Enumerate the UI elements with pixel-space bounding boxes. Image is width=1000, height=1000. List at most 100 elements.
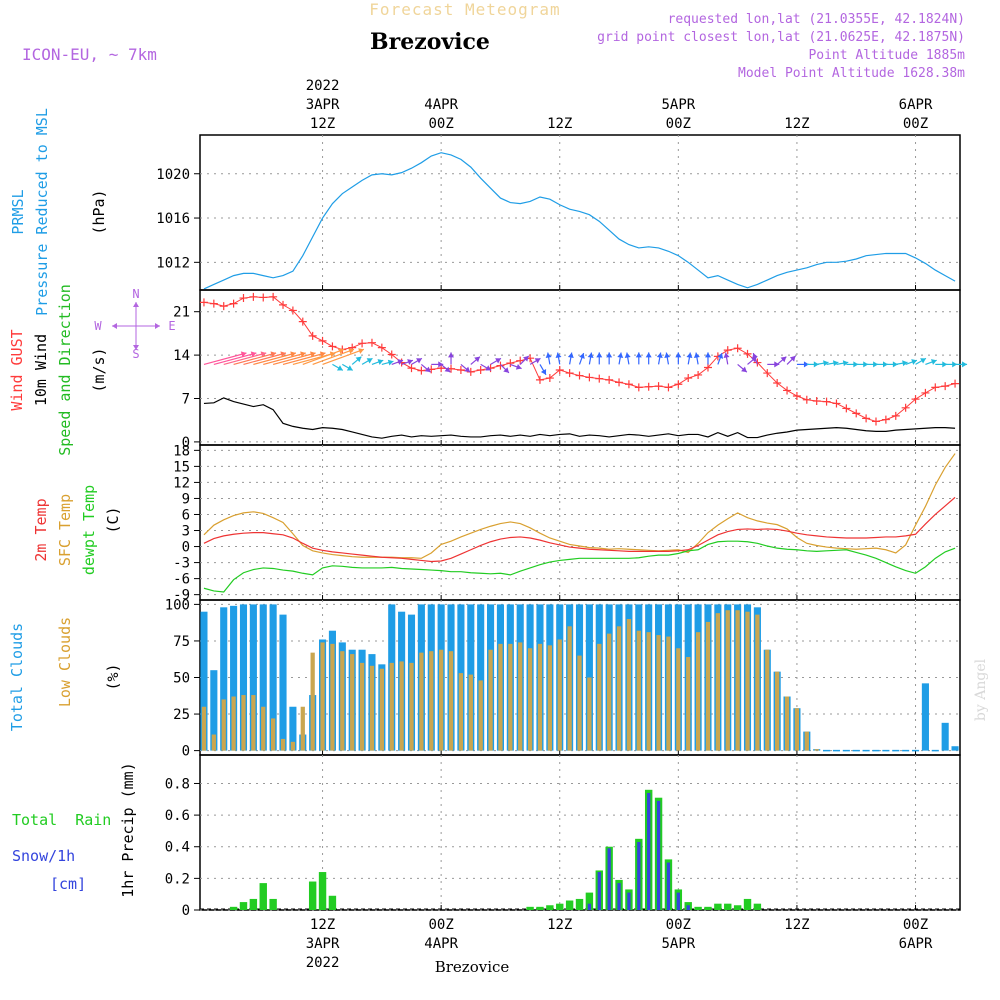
total-cloud-bar: [269, 604, 277, 751]
low-cloud-bar: [261, 706, 266, 751]
wind-direction-arrow: [578, 352, 585, 365]
precipitation-ytick-label: 0.8: [165, 776, 190, 792]
wind-direction-arrow: [332, 363, 344, 371]
rain-bar: [743, 898, 752, 910]
rain-bar: [229, 906, 238, 910]
wind-direction-arrow: [737, 363, 748, 373]
clouds-ytick-label: 0: [182, 744, 190, 760]
gust-marker: [506, 359, 515, 368]
gust-marker: [199, 298, 208, 307]
low-cloud-bar: [290, 741, 296, 751]
total-cloud-bar: [279, 614, 287, 751]
precip-label-snow: Snow/1h: [12, 847, 75, 865]
gust-marker: [703, 363, 712, 372]
clouds-panel: 0 25 50 75 100: [165, 597, 961, 760]
wind-direction-arrow: [223, 351, 267, 365]
bottom-time-label: 3APR: [306, 936, 340, 952]
low-cloud-bar: [814, 749, 819, 751]
wind-direction-arrow: [411, 357, 423, 365]
wind-direction-arrow: [567, 352, 574, 365]
low-cloud-bar: [784, 696, 790, 751]
pressure-line: [203, 152, 956, 290]
wind-direction-arrow: [555, 352, 562, 365]
precipitation-ytick-label: 0.6: [165, 808, 190, 824]
bottom-time-label: 4APR: [424, 936, 458, 952]
low-cloud-bar: [676, 648, 681, 751]
wind-direction-arrow: [263, 351, 306, 365]
temp-label-dewpt: dewpt Temp: [80, 485, 98, 575]
low-cloud-bar: [330, 643, 335, 751]
watermark: by Angel: [973, 658, 989, 721]
clouds-ytick-label: 100: [165, 597, 190, 613]
wind-direction-arrow: [322, 348, 365, 365]
low-cloud-bar: [537, 643, 543, 751]
low-cloud-bar: [715, 613, 720, 751]
gust-marker: [595, 374, 604, 383]
gust-marker: [694, 370, 703, 379]
low-cloud-bar: [379, 668, 384, 751]
wind-direction-arrow: [704, 352, 711, 365]
precipitation-ytick-label: 0.2: [165, 871, 190, 887]
model-label: ICON-EU, ~ 7km: [22, 45, 157, 64]
gust-marker: [328, 342, 337, 351]
wind-direction-arrow: [500, 363, 510, 374]
gust-marker: [456, 365, 465, 374]
wind-direction-arrow: [529, 357, 541, 365]
low-cloud-bar: [468, 674, 473, 751]
snow-bar: [686, 905, 690, 910]
gust-marker: [951, 379, 960, 388]
gust-marker: [605, 375, 614, 384]
wind-direction-arrow: [596, 352, 603, 365]
bottom-time-label: 5APR: [661, 936, 695, 952]
requested-coords: requested lon,lat (21.0355E, 42.1824N): [668, 12, 965, 27]
pressure-frame: [199, 134, 961, 291]
pressure-ytick-label: 1020: [156, 167, 190, 183]
gust-marker: [664, 383, 673, 392]
wind-direction-arrow: [460, 363, 471, 373]
bottom-time-label: 00Z: [666, 917, 691, 933]
gust-marker: [219, 302, 228, 311]
wind-direction-arrow: [351, 356, 362, 365]
low-cloud-bar: [350, 654, 355, 751]
temperature-ytick-label: -9: [173, 588, 190, 604]
wind-direction-arrow: [243, 351, 287, 365]
top-time-label: 12Z: [547, 116, 572, 132]
rain-bar: [546, 905, 554, 910]
low-cloud-bar: [794, 708, 800, 751]
snow-bar: [676, 892, 680, 910]
total-cloud-bar: [477, 604, 485, 751]
temperature-ytick-label: -6: [173, 572, 190, 588]
low-cloud-bar: [587, 677, 592, 751]
low-cloud-bar: [577, 655, 582, 751]
snow-bar: [666, 862, 671, 910]
wind-direction-arrow: [203, 351, 247, 365]
wind-ytick-label: 0: [182, 435, 190, 451]
gust-marker: [941, 382, 950, 391]
precipitation-ytick-label: 0.4: [165, 840, 190, 856]
wind-direction-arrow: [545, 352, 552, 365]
low-cloud-bar: [498, 643, 503, 751]
temperature-ytick-label: 3: [182, 524, 190, 540]
gust-marker: [288, 306, 297, 315]
gust-marker: [318, 336, 327, 345]
rain-bar: [269, 898, 277, 910]
dewpt-line: [203, 540, 956, 593]
gust-marker: [802, 395, 811, 404]
precipitation-ytick-label: 0: [182, 903, 190, 919]
low-cloud-bar: [221, 699, 226, 751]
wind-direction-arrow: [606, 352, 613, 365]
wind-direction-arrow: [391, 359, 404, 365]
gust-marker: [822, 397, 831, 406]
low-cloud-bar: [488, 649, 493, 751]
rain-bar: [753, 903, 762, 910]
clouds-label-low: Low Clouds: [56, 617, 74, 707]
wind-direction-arrow: [587, 352, 594, 365]
low-cloud-bar: [616, 626, 622, 751]
top-time-label: 12Z: [310, 116, 335, 132]
low-cloud-bar: [458, 673, 464, 751]
precip-label-cm: [cm]: [50, 875, 86, 893]
top-time-axis: 2022 3APR 12Z 4APR 00Z 12Z 5APR 00Z 12Z 6APR 00Z: [306, 78, 933, 132]
temperature-ytick-label: 12: [173, 475, 190, 491]
wind-ytick-label: 21: [173, 305, 190, 321]
